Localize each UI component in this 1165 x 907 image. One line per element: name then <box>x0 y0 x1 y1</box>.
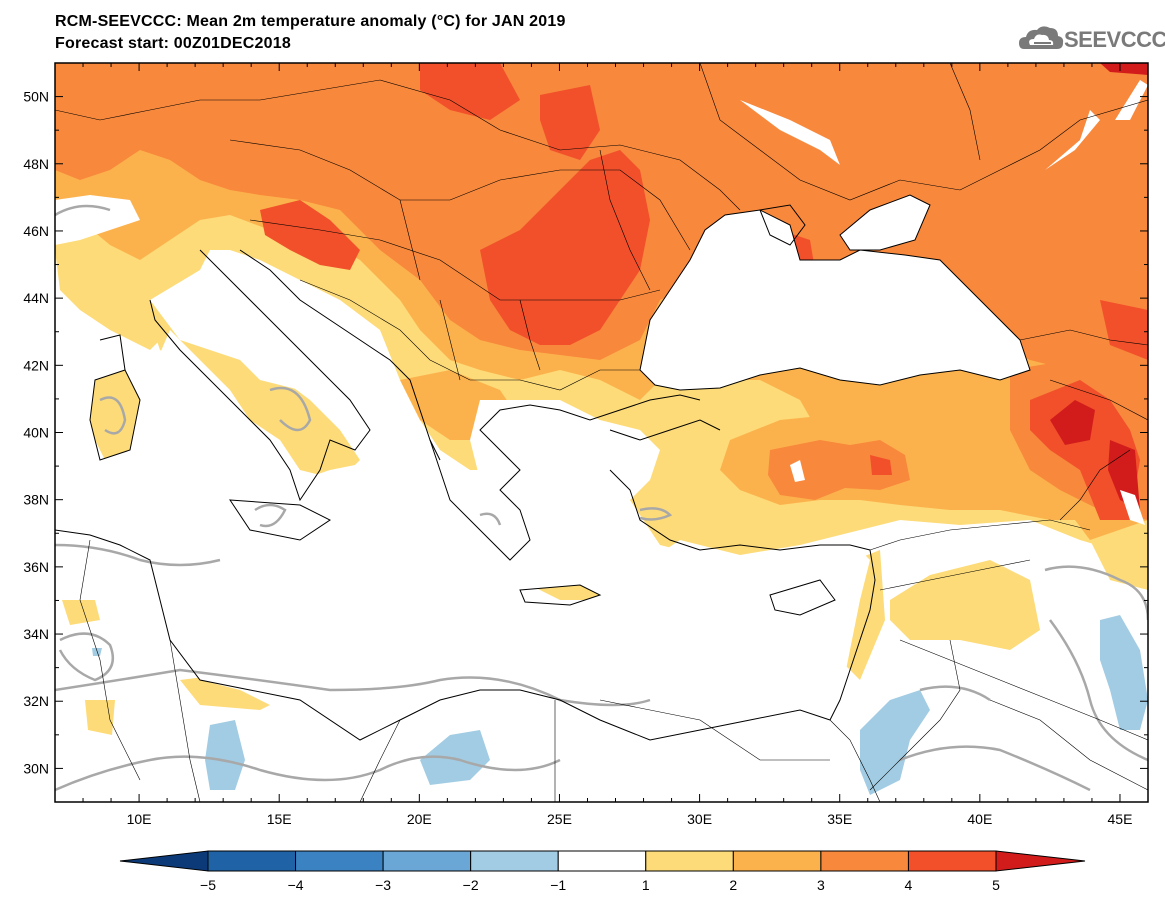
lon-label: 20E <box>407 811 432 827</box>
colorbar-arrow-low <box>119 850 209 872</box>
contour-lines <box>55 204 1148 792</box>
lat-label: 44N <box>23 290 49 306</box>
colorbar-swatch <box>732 850 822 872</box>
colorbar-swatch <box>470 850 559 872</box>
map-title: RCM-SEEVCCC: Mean 2m temperature anomaly… <box>55 13 566 30</box>
lon-label: 15E <box>267 811 292 827</box>
colorbar-label: 3 <box>817 877 825 893</box>
latitude-labels: 30N 32N 34N 36N 38N 40N 42N 44N 46N 48N 50N <box>23 89 49 777</box>
anomaly-field <box>55 63 1148 802</box>
lat-label: 48N <box>23 156 49 172</box>
colorbar-arrow-high <box>995 850 1086 872</box>
axis-ticks <box>54 62 1149 803</box>
colorbar-label: 2 <box>729 877 737 893</box>
mediterranean-sea <box>55 420 870 740</box>
colorbar-swatch <box>557 850 647 872</box>
logo-text: SEEVCCC <box>1064 27 1165 52</box>
coastlines <box>55 194 1031 741</box>
colorbar-swatch <box>382 850 472 872</box>
lat-label: 38N <box>23 492 49 508</box>
colorbar-swatch <box>295 850 384 872</box>
colorbar-label: −2 <box>463 877 479 893</box>
colorbar-label: 4 <box>905 877 913 893</box>
lon-label: 40E <box>967 811 992 827</box>
cloud-logo-icon <box>1019 26 1064 49</box>
anomaly-minus-1-minus-2-region <box>205 720 245 790</box>
lon-label: 35E <box>827 811 852 827</box>
colorbar-label: 1 <box>642 877 650 893</box>
lon-label: 25E <box>547 811 572 827</box>
colorbar-label: −5 <box>200 877 216 893</box>
lat-label: 40N <box>23 425 49 441</box>
country-borders <box>55 63 1148 802</box>
lat-label: 42N <box>23 357 49 373</box>
lat-label: 36N <box>23 559 49 575</box>
lat-label: 46N <box>23 223 49 239</box>
map-subtitle: Forecast start: 00Z01DEC2018 <box>55 35 291 52</box>
lon-label: 45E <box>1108 811 1133 827</box>
colorbar-swatch <box>645 850 734 872</box>
lat-label: 32N <box>23 693 49 709</box>
lat-label: 34N <box>23 626 49 642</box>
lat-label: 50N <box>23 89 49 105</box>
lat-label: 30N <box>23 760 49 776</box>
colorbar-swatch <box>907 850 997 872</box>
colorbar-swatch <box>207 850 297 872</box>
colorbar-label: 5 <box>992 877 1000 893</box>
colorbar-swatch <box>820 850 909 872</box>
lon-label: 10E <box>127 811 152 827</box>
longitude-labels: 10E 15E 20E 25E 30E 35E 40E 45E <box>127 811 1133 827</box>
lon-label: 30E <box>687 811 712 827</box>
colorbar-label: −1 <box>550 877 566 893</box>
colorbar-label: −3 <box>375 877 391 893</box>
anomaly-4-5-region <box>480 150 650 345</box>
black-sea <box>640 210 1030 390</box>
colorbar-label: −4 <box>288 877 304 893</box>
colorbar: −5 −4 −3 −2 −1 1 2 3 4 5 <box>119 850 1086 893</box>
